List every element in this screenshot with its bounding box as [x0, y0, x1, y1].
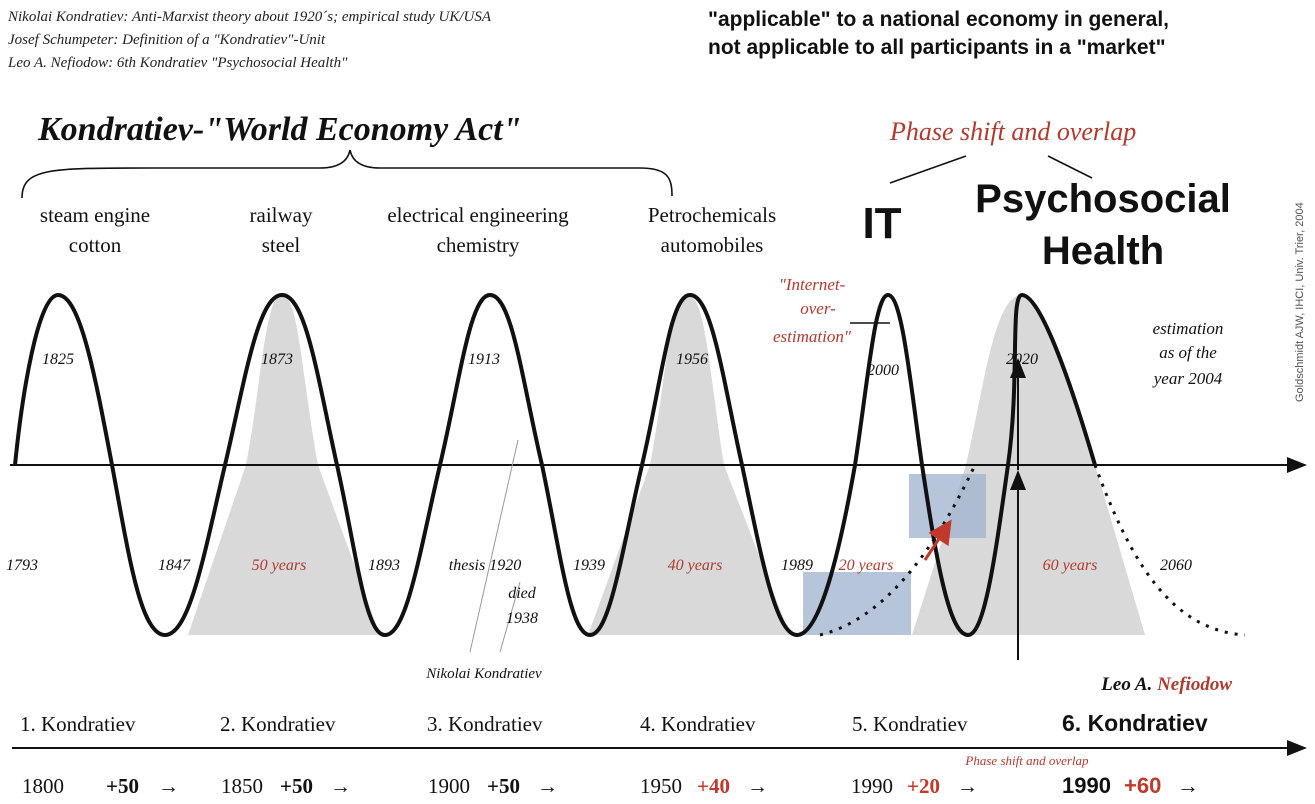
- kondratiev-label-6: 6. Kondratiev: [1062, 710, 1208, 736]
- timeline-arrow-6: →: [1177, 773, 1199, 798]
- pointer-line-died: [499, 581, 521, 653]
- peak-year-1956: 1956: [676, 351, 708, 368]
- shade-wave-4: [588, 465, 790, 635]
- peak-year-2000: 2000: [867, 362, 899, 379]
- credits-block: Nikolai Kondratiev: Anti-Marxist theory …: [8, 6, 491, 75]
- duration-50: 50 years: [252, 557, 307, 574]
- duration-40: 40 years: [668, 557, 723, 574]
- peak-year-1873: 1873: [261, 351, 293, 368]
- dotted-continuation-tail: [1093, 464, 1246, 637]
- wave-label-4b: automobiles: [661, 233, 764, 257]
- phase-pointer-left: [889, 155, 967, 184]
- timeline-year-5: 1990: [851, 774, 893, 798]
- peak-year-1825: 1825: [42, 351, 74, 368]
- died-label-2: 1938: [506, 610, 538, 627]
- timeline-arrow-2: →: [330, 775, 351, 798]
- person-label: Nikolai Kondratiev: [425, 666, 542, 682]
- shade-wave-4-peak: [650, 295, 724, 465]
- wave-label-it: IT: [862, 199, 901, 248]
- axis-year-1793: 1793: [6, 557, 38, 574]
- timeline-item-4: 1950 +40 →: [640, 774, 768, 798]
- peak-year-1913: 1913: [468, 351, 500, 368]
- kondratiev-label-2: 2. Kondratiev: [220, 712, 336, 736]
- timeline-year-1: 1800: [22, 774, 64, 798]
- died-label-1: died: [508, 585, 537, 602]
- timeline-year-4: 1950: [640, 774, 682, 798]
- internet-note-2: over-: [800, 299, 836, 318]
- dotted-rise-into-wave-5: [819, 464, 977, 637]
- timeline-delta-5: +20: [907, 774, 940, 798]
- timeline-arrow-3: →: [537, 775, 558, 798]
- wave-label-3b: chemistry: [437, 233, 520, 257]
- wave-label-1a: steam engine: [40, 203, 150, 227]
- wave-label-6a: Psychosocial: [975, 177, 1231, 221]
- phase-small-label: Phase shift and overlap: [964, 753, 1089, 768]
- pointer-line-thesis: [469, 439, 519, 653]
- estimation-note-3: year 2004: [1152, 369, 1223, 388]
- peak-year-2020: 2020: [1006, 351, 1038, 368]
- nefiodow-label: Leo A. Nefiodow: [1100, 674, 1232, 695]
- headline-block: "applicable" to a national economy in ge…: [708, 6, 1169, 62]
- headline-line-1: "applicable" to a national economy in ge…: [708, 8, 1170, 31]
- world-economy-brace: [21, 149, 673, 199]
- timeline-arrow-5: →: [957, 775, 978, 798]
- wave-label-2a: railway: [250, 203, 313, 227]
- shade-wave-2: [188, 465, 380, 635]
- phase-pointer-right: [1047, 155, 1093, 179]
- timeline-item-2: 1850 +50 →: [221, 774, 351, 798]
- credit-line-schumpeter: Josef Schumpeter: Definition of a "Kondr…: [8, 32, 326, 48]
- credit-line-kondratiev: Nikolai Kondratiev: Anti-Marxist theory …: [8, 9, 492, 25]
- thesis-label: thesis 1920: [449, 557, 521, 574]
- kondratiev-label-5: 5. Kondratiev: [852, 712, 968, 736]
- nefiodow-first: Leo A.: [1100, 674, 1157, 695]
- timeline-item-1: 1800 +50 →: [22, 774, 179, 798]
- timeline-delta-2: +50: [280, 774, 313, 798]
- axis-year-1893: 1893: [368, 557, 400, 574]
- wave-label-1b: cotton: [69, 233, 122, 257]
- overlap-red-arrow: [923, 519, 952, 561]
- headline-line-2: not applicable to all participants in a …: [708, 36, 1166, 59]
- watermark-credit: Goldschmidt AJW, IHCI, Univ. Trier, 2004: [1294, 202, 1306, 402]
- shade-wave-6-peak: [966, 295, 1095, 465]
- shade-wave-2-peak: [246, 295, 318, 465]
- internet-note-3: estimation": [773, 327, 852, 346]
- axis-year-1939: 1939: [573, 557, 605, 574]
- credit-line-nefiodow: Leo A. Nefiodow: 6th Kondratiev "Psychos…: [8, 55, 348, 71]
- wave-label-4a: Petrochemicals: [648, 203, 776, 227]
- timeline-year-6: 1990: [1062, 773, 1111, 798]
- wave-label-6b: Health: [1042, 229, 1164, 273]
- kondratiev-label-1: 1. Kondratiev: [20, 712, 136, 736]
- overlap-box-lower: [803, 572, 911, 635]
- timeline-delta-3: +50: [487, 774, 520, 798]
- estimation-note-1: estimation: [1153, 319, 1224, 338]
- timeline-item-6: 1990 +60 →: [1062, 773, 1199, 798]
- timeline-year-2: 1850: [221, 774, 263, 798]
- estimation-note-2: as of the: [1159, 343, 1217, 362]
- axis-year-2060: 2060: [1160, 557, 1192, 574]
- timeline-arrow-4: →: [747, 775, 768, 798]
- main-title: Kondratiev-"World Economy Act": [37, 111, 522, 148]
- kondratiev-label-4: 4. Kondratiev: [640, 712, 756, 736]
- timeline-arrow-1: →: [158, 775, 179, 798]
- wave-label-3a: electrical engineering: [387, 203, 569, 227]
- timeline-item-3: 1900 +50 →: [428, 774, 558, 798]
- kondratiev-label-3: 3. Kondratiev: [427, 712, 543, 736]
- duration-20: 20 years: [839, 557, 894, 574]
- timeline-year-3: 1900: [428, 774, 470, 798]
- wave-label-2b: steel: [262, 233, 301, 257]
- internet-note-1: "Internet-: [779, 275, 846, 294]
- axis-year-1847: 1847: [158, 557, 191, 574]
- timeline-item-5: 1990 +20 →: [851, 774, 978, 798]
- phase-title: Phase shift and overlap: [889, 117, 1136, 146]
- nefiodow-last: Nefiodow: [1156, 674, 1232, 695]
- timeline-delta-1: +50: [106, 774, 139, 798]
- timeline-delta-4: +40: [697, 774, 730, 798]
- axis-year-1989: 1989: [781, 557, 813, 574]
- duration-60: 60 years: [1043, 557, 1098, 574]
- timeline-delta-6: +60: [1124, 773, 1161, 798]
